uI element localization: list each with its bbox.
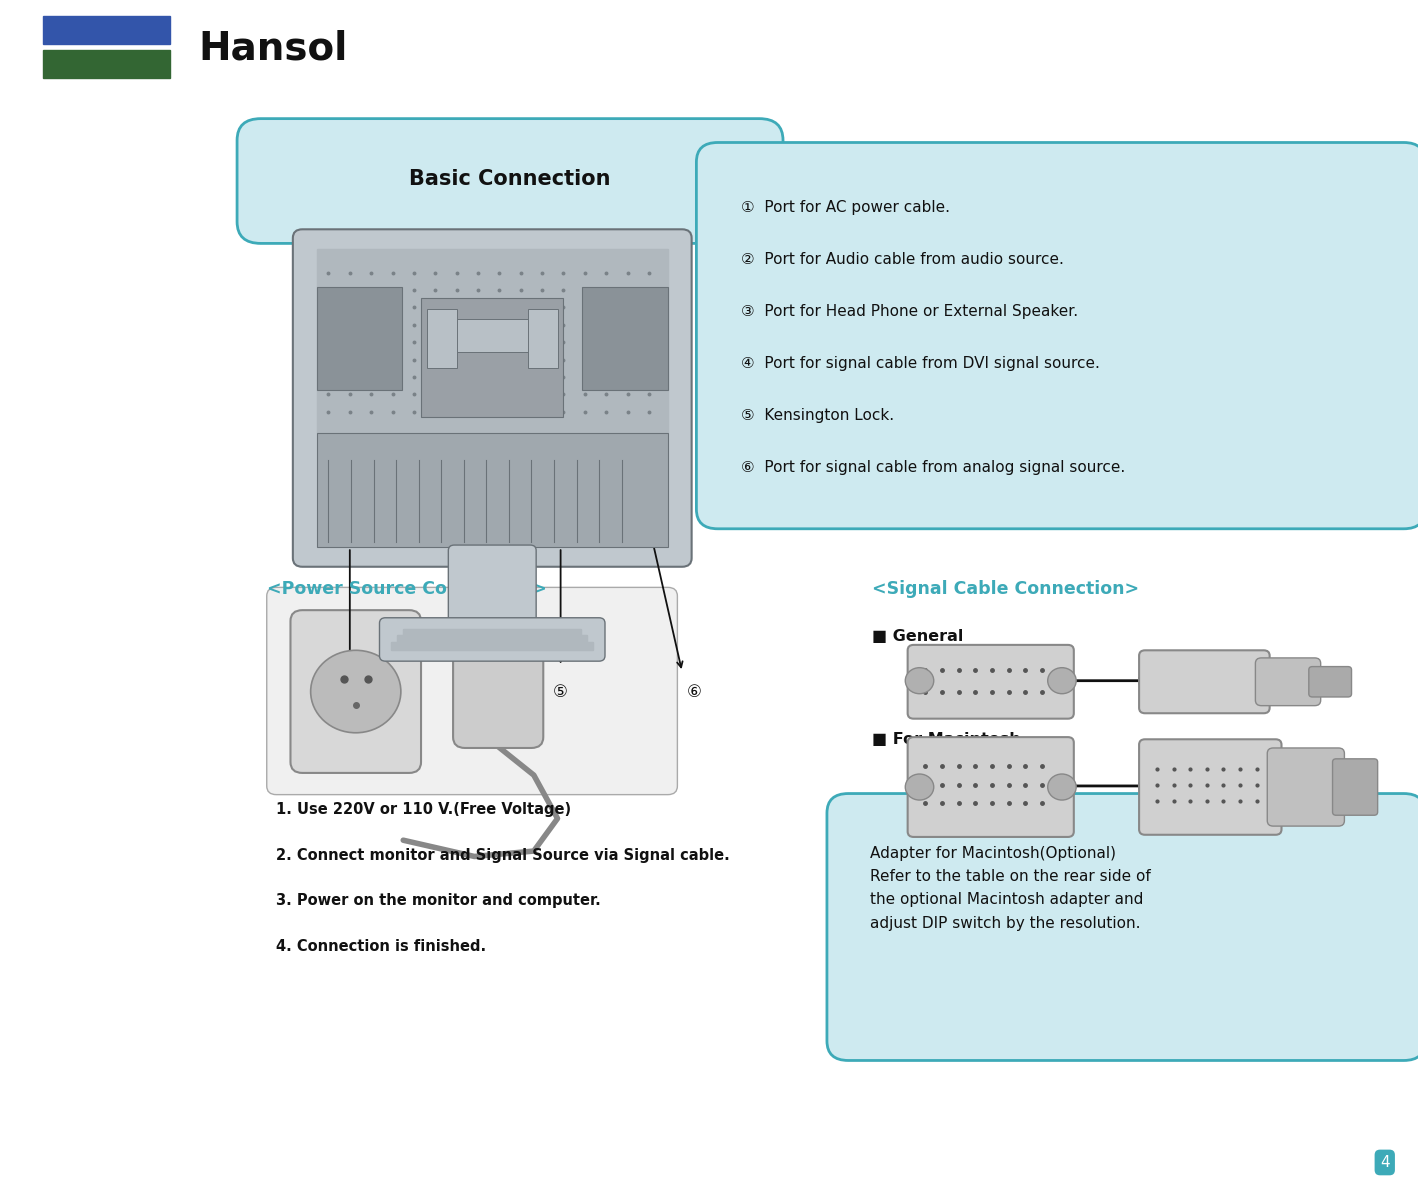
Bar [43,51,170,78]
Text: ②  Port for Audio cable from audio source.: ② Port for Audio cable from audio source… [742,252,1065,267]
Text: <Power Source Connection>: <Power Source Connection> [267,580,546,598]
FancyBboxPatch shape [1139,739,1282,834]
Text: ■ For Macintosh: ■ For Macintosh [872,732,1021,747]
Bar [316,249,668,434]
FancyBboxPatch shape [1309,667,1351,697]
Text: 1. Use 220V or 110 V.(Free Voltage): 1. Use 220V or 110 V.(Free Voltage) [277,803,571,817]
Bar [316,287,403,390]
FancyBboxPatch shape [454,629,543,748]
Circle shape [1048,668,1076,694]
Circle shape [905,774,934,800]
FancyBboxPatch shape [237,118,783,243]
Text: ■ General: ■ General [872,629,963,644]
Bar [527,309,557,369]
Bar [316,434,668,547]
Bar [427,309,457,369]
Text: Signal Source: Signal Source [23,240,133,255]
FancyBboxPatch shape [380,618,605,661]
FancyBboxPatch shape [696,143,1418,528]
Text: - Connection to: - Connection to [23,206,135,220]
Text: ①: ① [342,683,357,701]
Text: 4: 4 [1380,1155,1390,1170]
Text: ⑤  Kensington Lock.: ⑤ Kensington Lock. [742,408,895,423]
Bar [43,17,170,44]
Bar [391,642,593,650]
FancyBboxPatch shape [1333,759,1378,816]
Text: ⑤: ⑤ [553,683,569,701]
FancyBboxPatch shape [448,545,536,637]
Text: Basic Connection: Basic Connection [410,169,611,189]
Text: ①  Port for AC power cable.: ① Port for AC power cable. [742,200,950,215]
Bar [0,0,231,97]
Bar [421,298,563,417]
FancyBboxPatch shape [291,610,421,773]
Circle shape [1048,774,1076,800]
FancyBboxPatch shape [1268,748,1344,826]
Text: 4. Connection is finished.: 4. Connection is finished. [277,939,486,954]
Text: Hansol: Hansol [199,30,347,67]
Bar [427,319,557,352]
Text: TFT-LCD Monitor: TFT-LCD Monitor [259,39,664,82]
FancyBboxPatch shape [294,229,692,566]
FancyBboxPatch shape [267,587,678,794]
Text: 2. Connect monitor and Signal Source via Signal cable.: 2. Connect monitor and Signal Source via… [277,847,730,863]
Bar [403,629,581,637]
Bar [583,287,668,390]
Text: ■. Introduction: ■. Introduction [23,168,155,182]
FancyBboxPatch shape [827,793,1418,1060]
FancyBboxPatch shape [908,738,1073,837]
FancyBboxPatch shape [1139,650,1269,713]
Text: ④  Port for signal cable from DVI signal source.: ④ Port for signal cable from DVI signal … [742,356,1100,371]
Bar [397,635,587,644]
Text: 3. Power on the monitor and computer.: 3. Power on the monitor and computer. [277,894,601,909]
Text: Adapter for Macintosh(Optional)
Refer to the table on the rear side of
the optio: Adapter for Macintosh(Optional) Refer to… [869,845,1150,931]
FancyBboxPatch shape [908,645,1073,719]
Text: ⑥  Port for signal cable from analog signal source.: ⑥ Port for signal cable from analog sign… [742,461,1126,475]
Circle shape [905,668,934,694]
Text: <Signal Cable Connection>: <Signal Cable Connection> [872,580,1139,598]
Circle shape [311,650,401,733]
Text: ⑥: ⑥ [686,683,702,701]
FancyBboxPatch shape [1255,658,1320,706]
Text: ②③④: ②③④ [455,683,499,701]
Text: ③  Port for Head Phone or External Speaker.: ③ Port for Head Phone or External Speake… [742,304,1079,319]
